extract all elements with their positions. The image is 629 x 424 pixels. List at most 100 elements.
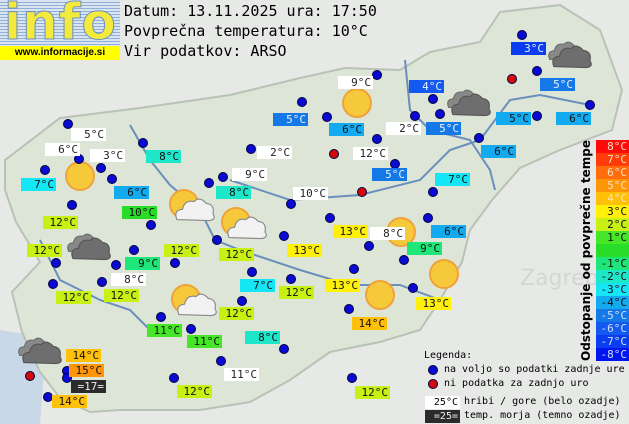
station-dot[interactable] [428, 94, 438, 104]
station-temperature[interactable]: 12°C [104, 289, 139, 302]
station-temperature[interactable]: 9°C [125, 257, 160, 270]
station-dot[interactable] [169, 373, 179, 383]
station-dot[interactable] [286, 199, 296, 209]
station-dot[interactable] [344, 304, 354, 314]
station-temperature[interactable]: 6°C [431, 225, 466, 238]
station-dot[interactable] [204, 178, 214, 188]
station-temperature[interactable]: 6°C [45, 143, 80, 156]
station-dot[interactable] [279, 231, 289, 241]
station-temperature[interactable]: 8°C [111, 273, 146, 286]
station-temperature[interactable]: 5°C [273, 113, 308, 126]
station-dot[interactable] [364, 241, 374, 251]
station-dot[interactable] [399, 255, 409, 265]
station-dot[interactable] [216, 356, 226, 366]
station-dot[interactable] [435, 109, 445, 119]
station-dot[interactable] [186, 324, 196, 334]
station-dot[interactable] [156, 312, 166, 322]
station-temperature[interactable]: 8°C [146, 150, 181, 163]
station-dot[interactable] [96, 163, 106, 173]
station-dot[interactable] [325, 213, 335, 223]
station-dot[interactable] [146, 220, 156, 230]
station-dot[interactable] [474, 133, 484, 143]
station-temperature[interactable]: 8°C [245, 331, 280, 344]
station-temperature[interactable]: 12°C [43, 216, 78, 229]
station-dot[interactable] [286, 274, 296, 284]
station-missing-dot[interactable] [507, 74, 517, 84]
station-temperature[interactable]: 13°C [325, 279, 360, 292]
station-temperature[interactable]: 6°C [329, 123, 364, 136]
station-dot[interactable] [97, 277, 107, 287]
station-temperature[interactable]: 3°C [90, 149, 125, 162]
station-temperature[interactable]: 6°C [556, 112, 591, 125]
station-dot[interactable] [138, 138, 148, 148]
station-temperature[interactable]: 5°C [540, 78, 575, 91]
station-temperature[interactable]: 4°C [409, 80, 444, 93]
station-temperature[interactable]: 9°C [338, 76, 373, 89]
station-temperature[interactable]: 12°C [355, 386, 390, 399]
station-temperature[interactable]: 11°C [224, 368, 259, 381]
station-dot[interactable] [111, 260, 121, 270]
station-missing-dot[interactable] [357, 187, 367, 197]
station-dot[interactable] [410, 111, 420, 121]
station-temperature[interactable]: 5°C [426, 122, 461, 135]
station-dot[interactable] [63, 119, 73, 129]
station-temperature[interactable]: 13°C [287, 244, 322, 257]
station-dot[interactable] [322, 112, 332, 122]
station-temperature[interactable]: 11°C [187, 335, 222, 348]
station-dot[interactable] [297, 97, 307, 107]
station-temperature[interactable]: 9°C [232, 168, 267, 181]
station-dot[interactable] [246, 144, 256, 154]
station-temperature[interactable]: 7°C [435, 173, 470, 186]
station-temperature[interactable]: 12°C [279, 286, 314, 299]
station-temperature[interactable]: 13°C [416, 297, 451, 310]
station-temperature[interactable]: 11°C [147, 324, 182, 337]
station-temperature[interactable]: 6°C [114, 186, 149, 199]
station-temperature[interactable]: 15°C [69, 364, 104, 377]
station-dot[interactable] [48, 279, 58, 289]
station-missing-dot[interactable] [329, 149, 339, 159]
station-temperature[interactable]: 12°C [353, 147, 388, 160]
station-temperature[interactable]: 13°C [333, 225, 368, 238]
station-temperature[interactable]: 7°C [240, 279, 275, 292]
station-dot[interactable] [349, 264, 359, 274]
station-dot[interactable] [372, 134, 382, 144]
station-dot[interactable] [40, 165, 50, 175]
station-temperature[interactable]: 12°C [219, 248, 254, 261]
station-temperature[interactable]: 5°C [496, 112, 531, 125]
station-temperature[interactable]: 14°C [52, 395, 87, 408]
station-temperature[interactable]: 12°C [164, 244, 199, 257]
station-temperature[interactable]: 14°C [352, 317, 387, 330]
station-dot[interactable] [107, 174, 117, 184]
station-temperature[interactable]: 9°C [407, 242, 442, 255]
station-dot[interactable] [247, 267, 257, 277]
logo[interactable]: info www.informacije.si [0, 0, 120, 60]
station-temperature[interactable]: 12°C [56, 291, 91, 304]
station-dot[interactable] [532, 111, 542, 121]
station-temperature[interactable]: =17= [71, 380, 106, 393]
logo-url[interactable]: www.informacije.si [0, 46, 120, 60]
station-dot[interactable] [212, 235, 222, 245]
station-temperature[interactable]: 5°C [71, 128, 106, 141]
station-temperature[interactable]: 2°C [386, 122, 421, 135]
station-dot[interactable] [347, 373, 357, 383]
station-dot[interactable] [517, 30, 527, 40]
station-dot[interactable] [408, 283, 418, 293]
station-dot[interactable] [428, 187, 438, 197]
station-dot[interactable] [585, 100, 595, 110]
station-dot[interactable] [62, 373, 72, 383]
station-temperature[interactable]: 12°C [27, 244, 62, 257]
station-temperature[interactable]: 12°C [177, 385, 212, 398]
station-temperature[interactable]: 5°C [372, 168, 407, 181]
station-dot[interactable] [170, 258, 180, 268]
station-dot[interactable] [67, 200, 77, 210]
station-temperature[interactable]: 8°C [370, 227, 405, 240]
station-temperature[interactable]: 10°C [122, 206, 157, 219]
station-dot[interactable] [532, 66, 542, 76]
station-dot[interactable] [237, 296, 247, 306]
station-missing-dot[interactable] [25, 371, 35, 381]
station-dot[interactable] [218, 172, 228, 182]
station-temperature[interactable]: 10°C [293, 187, 328, 200]
station-dot[interactable] [423, 213, 433, 223]
station-dot[interactable] [129, 245, 139, 255]
station-temperature[interactable]: 6°C [481, 145, 516, 158]
